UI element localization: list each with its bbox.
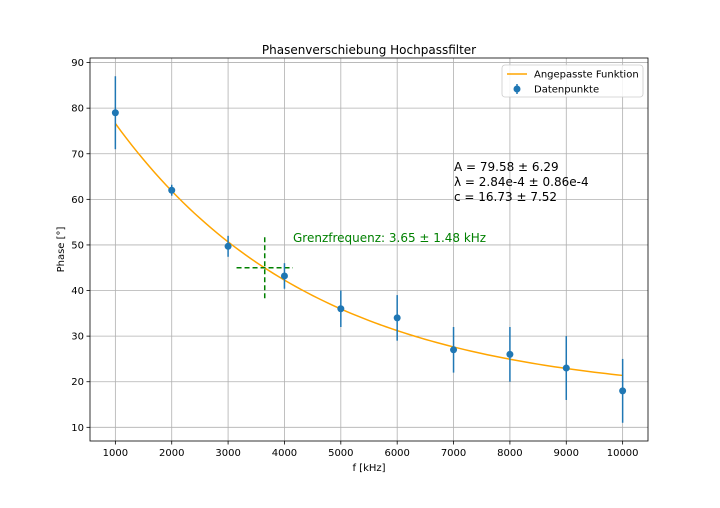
legend-label-fit: Angepasste Funktion <box>534 70 639 81</box>
data-point <box>450 346 458 354</box>
x-tick-label: 4000 <box>272 448 297 459</box>
fit-curve <box>114 123 623 377</box>
data-point <box>224 242 232 250</box>
y-tick-label: 60 <box>71 195 84 206</box>
fit-param-lambda: λ = 2.84e-4 ± 0.86e-4 <box>454 175 589 189</box>
data-point <box>506 350 514 358</box>
x-tick-label: 2000 <box>159 448 184 459</box>
cutoff-marker <box>236 237 293 299</box>
y-tick-label: 50 <box>71 240 84 251</box>
grid <box>90 58 648 441</box>
data-point <box>562 364 570 372</box>
y-tick-label: 20 <box>71 377 84 388</box>
legend-frame <box>501 64 644 98</box>
data-point <box>337 305 345 313</box>
x-tick-label: 3000 <box>215 448 240 459</box>
x-axis-label: f [kHz] <box>352 463 385 474</box>
legend-point-swatch <box>513 85 521 93</box>
legend-label-points: Datenpunkte <box>534 85 599 96</box>
data-point <box>111 109 119 117</box>
y-tick-label: 30 <box>71 332 84 343</box>
ticks: 1000 2000 3000 4000 5000 6000 7000 8000 9000 1000… <box>71 58 638 459</box>
fit-param-a: A = 79.58 ± 6.29 <box>454 160 559 174</box>
x-tick-label: 5000 <box>328 448 353 459</box>
data-point <box>619 387 627 395</box>
y-tick-label: 80 <box>71 104 84 115</box>
fit-param-c: c = 16.73 ± 7.52 <box>454 190 557 204</box>
x-tick-label: 10000 <box>607 448 639 459</box>
y-axis-label: Phase [°] <box>56 226 67 272</box>
x-tick-label: 1000 <box>103 448 128 459</box>
fit-line <box>114 123 623 377</box>
fit-params-annotation: A = 79.58 ± 6.29 λ = 2.84e-4 ± 0.86e-4 c… <box>454 160 589 204</box>
x-tick-label: 8000 <box>497 448 522 459</box>
cutoff-annotation: Grenzfrequenz: 3.65 ± 1.48 kHz <box>293 231 486 245</box>
data-point <box>393 314 401 322</box>
data-points <box>111 76 627 423</box>
y-tick-label: 40 <box>71 286 84 297</box>
y-tick-label: 70 <box>71 149 84 160</box>
x-tick-label: 6000 <box>384 448 409 459</box>
data-point <box>168 186 176 194</box>
chart-title: Phasenverschiebung Hochpassfilter <box>262 43 476 57</box>
y-tick-label: 10 <box>71 423 84 434</box>
x-tick-label: 7000 <box>441 448 466 459</box>
x-tick-label: 9000 <box>554 448 579 459</box>
y-tick-label: 90 <box>71 58 84 69</box>
data-point <box>280 272 288 280</box>
plot-frame <box>89 57 649 442</box>
legend: Angepasste Funktion Datenpunkte <box>501 64 644 98</box>
